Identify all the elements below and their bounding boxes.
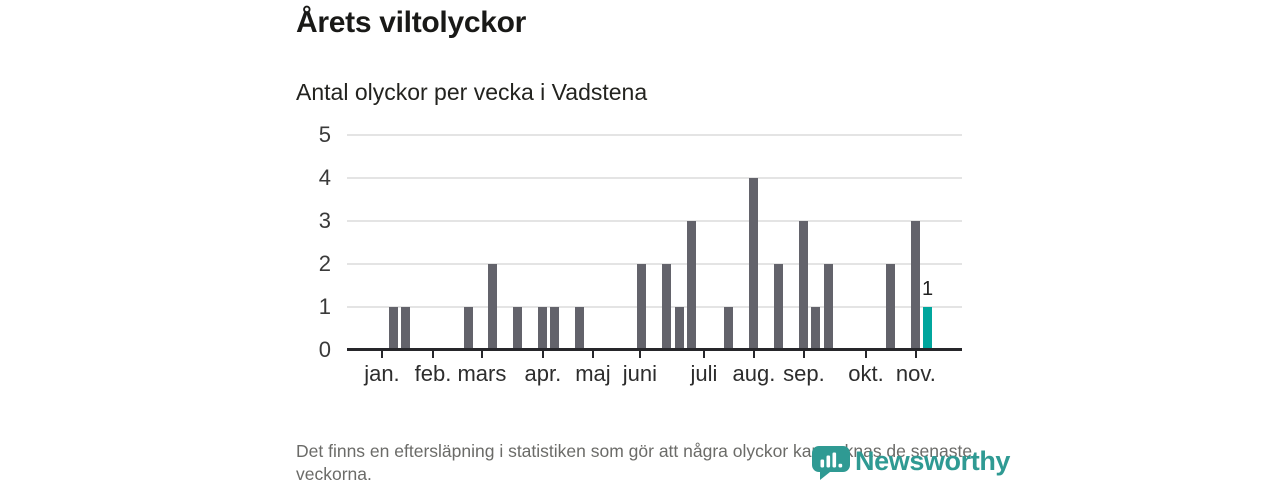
bar-week-26 xyxy=(662,264,672,350)
y-tick-label-1: 1 xyxy=(318,294,331,319)
bar-week-46 xyxy=(910,221,920,350)
x-tick-juli xyxy=(703,351,705,358)
bar-week-5 xyxy=(401,307,411,350)
bar-week-33 xyxy=(749,178,759,350)
x-tick-feb xyxy=(431,351,434,358)
gridline-y-1 xyxy=(347,306,962,308)
x-tick-sep xyxy=(802,351,805,358)
bar-week-35 xyxy=(774,264,784,350)
x-tick-mars xyxy=(480,351,483,358)
y-tick-label-3: 3 xyxy=(318,208,331,233)
x-tick-label-sep: sep. xyxy=(783,361,825,386)
footnote: Det finns en eftersläpning i statistiken… xyxy=(296,441,973,480)
newsworthy-logo: Newsworthy xyxy=(812,446,1010,480)
x-tick-label-juli: juli xyxy=(690,361,718,386)
y-tick-label-0: 0 xyxy=(318,337,331,362)
x-tick-maj xyxy=(591,351,594,358)
x-tick-label-aug: aug. xyxy=(732,361,776,386)
bar-week-14 xyxy=(513,307,523,350)
highlight-bar-value-label: 1 xyxy=(921,278,934,300)
gridline-y-3 xyxy=(347,220,962,222)
y-tick-label-4: 4 xyxy=(318,165,331,190)
bar-week-38 xyxy=(811,307,821,350)
y-tick-label-5: 5 xyxy=(318,122,331,147)
bar-week-27 xyxy=(674,307,684,350)
bar-week-10 xyxy=(463,307,473,350)
x-axis-line xyxy=(347,348,962,351)
x-tick-label-mars: mars xyxy=(457,361,507,386)
bar-week-4 xyxy=(389,307,398,350)
bar-week-31 xyxy=(724,307,734,350)
bar-week-47 xyxy=(923,307,933,350)
plot-area: 0 1 2 3 4 5 1 jan. feb. mars apr. maj juni juli aug. se… xyxy=(319,122,962,386)
x-tick-juni xyxy=(638,351,641,358)
chart-subtitle: Antal olyckor per vecka i Vadstena xyxy=(296,79,648,105)
gridline-y-4 xyxy=(347,177,962,179)
chart-title: Årets viltolyckor xyxy=(296,6,526,39)
bar-week-12 xyxy=(488,264,498,350)
x-tick-label-juni: juni xyxy=(622,361,658,386)
bar-week-19 xyxy=(575,307,585,350)
x-tick-jan xyxy=(380,351,383,358)
gridline-y-2 xyxy=(347,263,962,265)
newsworthy-logo-text: Newsworthy xyxy=(855,446,1011,476)
y-tick-label-2: 2 xyxy=(318,251,331,276)
x-tick-label-apr: apr. xyxy=(524,361,562,386)
bar-week-39 xyxy=(823,264,833,350)
newsworthy-speech-bubble-barchart-icon xyxy=(812,446,850,480)
gridline-y-5 xyxy=(347,134,962,136)
x-tick-label-jan: jan. xyxy=(364,361,400,386)
bar-week-17 xyxy=(550,307,560,350)
x-tick-aug xyxy=(752,351,755,358)
x-tick-label-maj: maj xyxy=(575,361,611,386)
bar-week-44 xyxy=(885,264,895,350)
x-tick-label-feb: feb. xyxy=(414,361,452,386)
x-tick-okt xyxy=(864,351,867,358)
bar-week-28 xyxy=(687,221,697,350)
bar-week-37 xyxy=(798,221,808,350)
x-tick-nov xyxy=(914,351,917,358)
bar-week-16 xyxy=(538,307,548,350)
x-tick-label-nov: nov. xyxy=(895,361,936,386)
x-tick-apr xyxy=(541,351,544,358)
bar-week-24 xyxy=(637,264,647,350)
x-tick-label-okt: okt. xyxy=(848,361,884,386)
